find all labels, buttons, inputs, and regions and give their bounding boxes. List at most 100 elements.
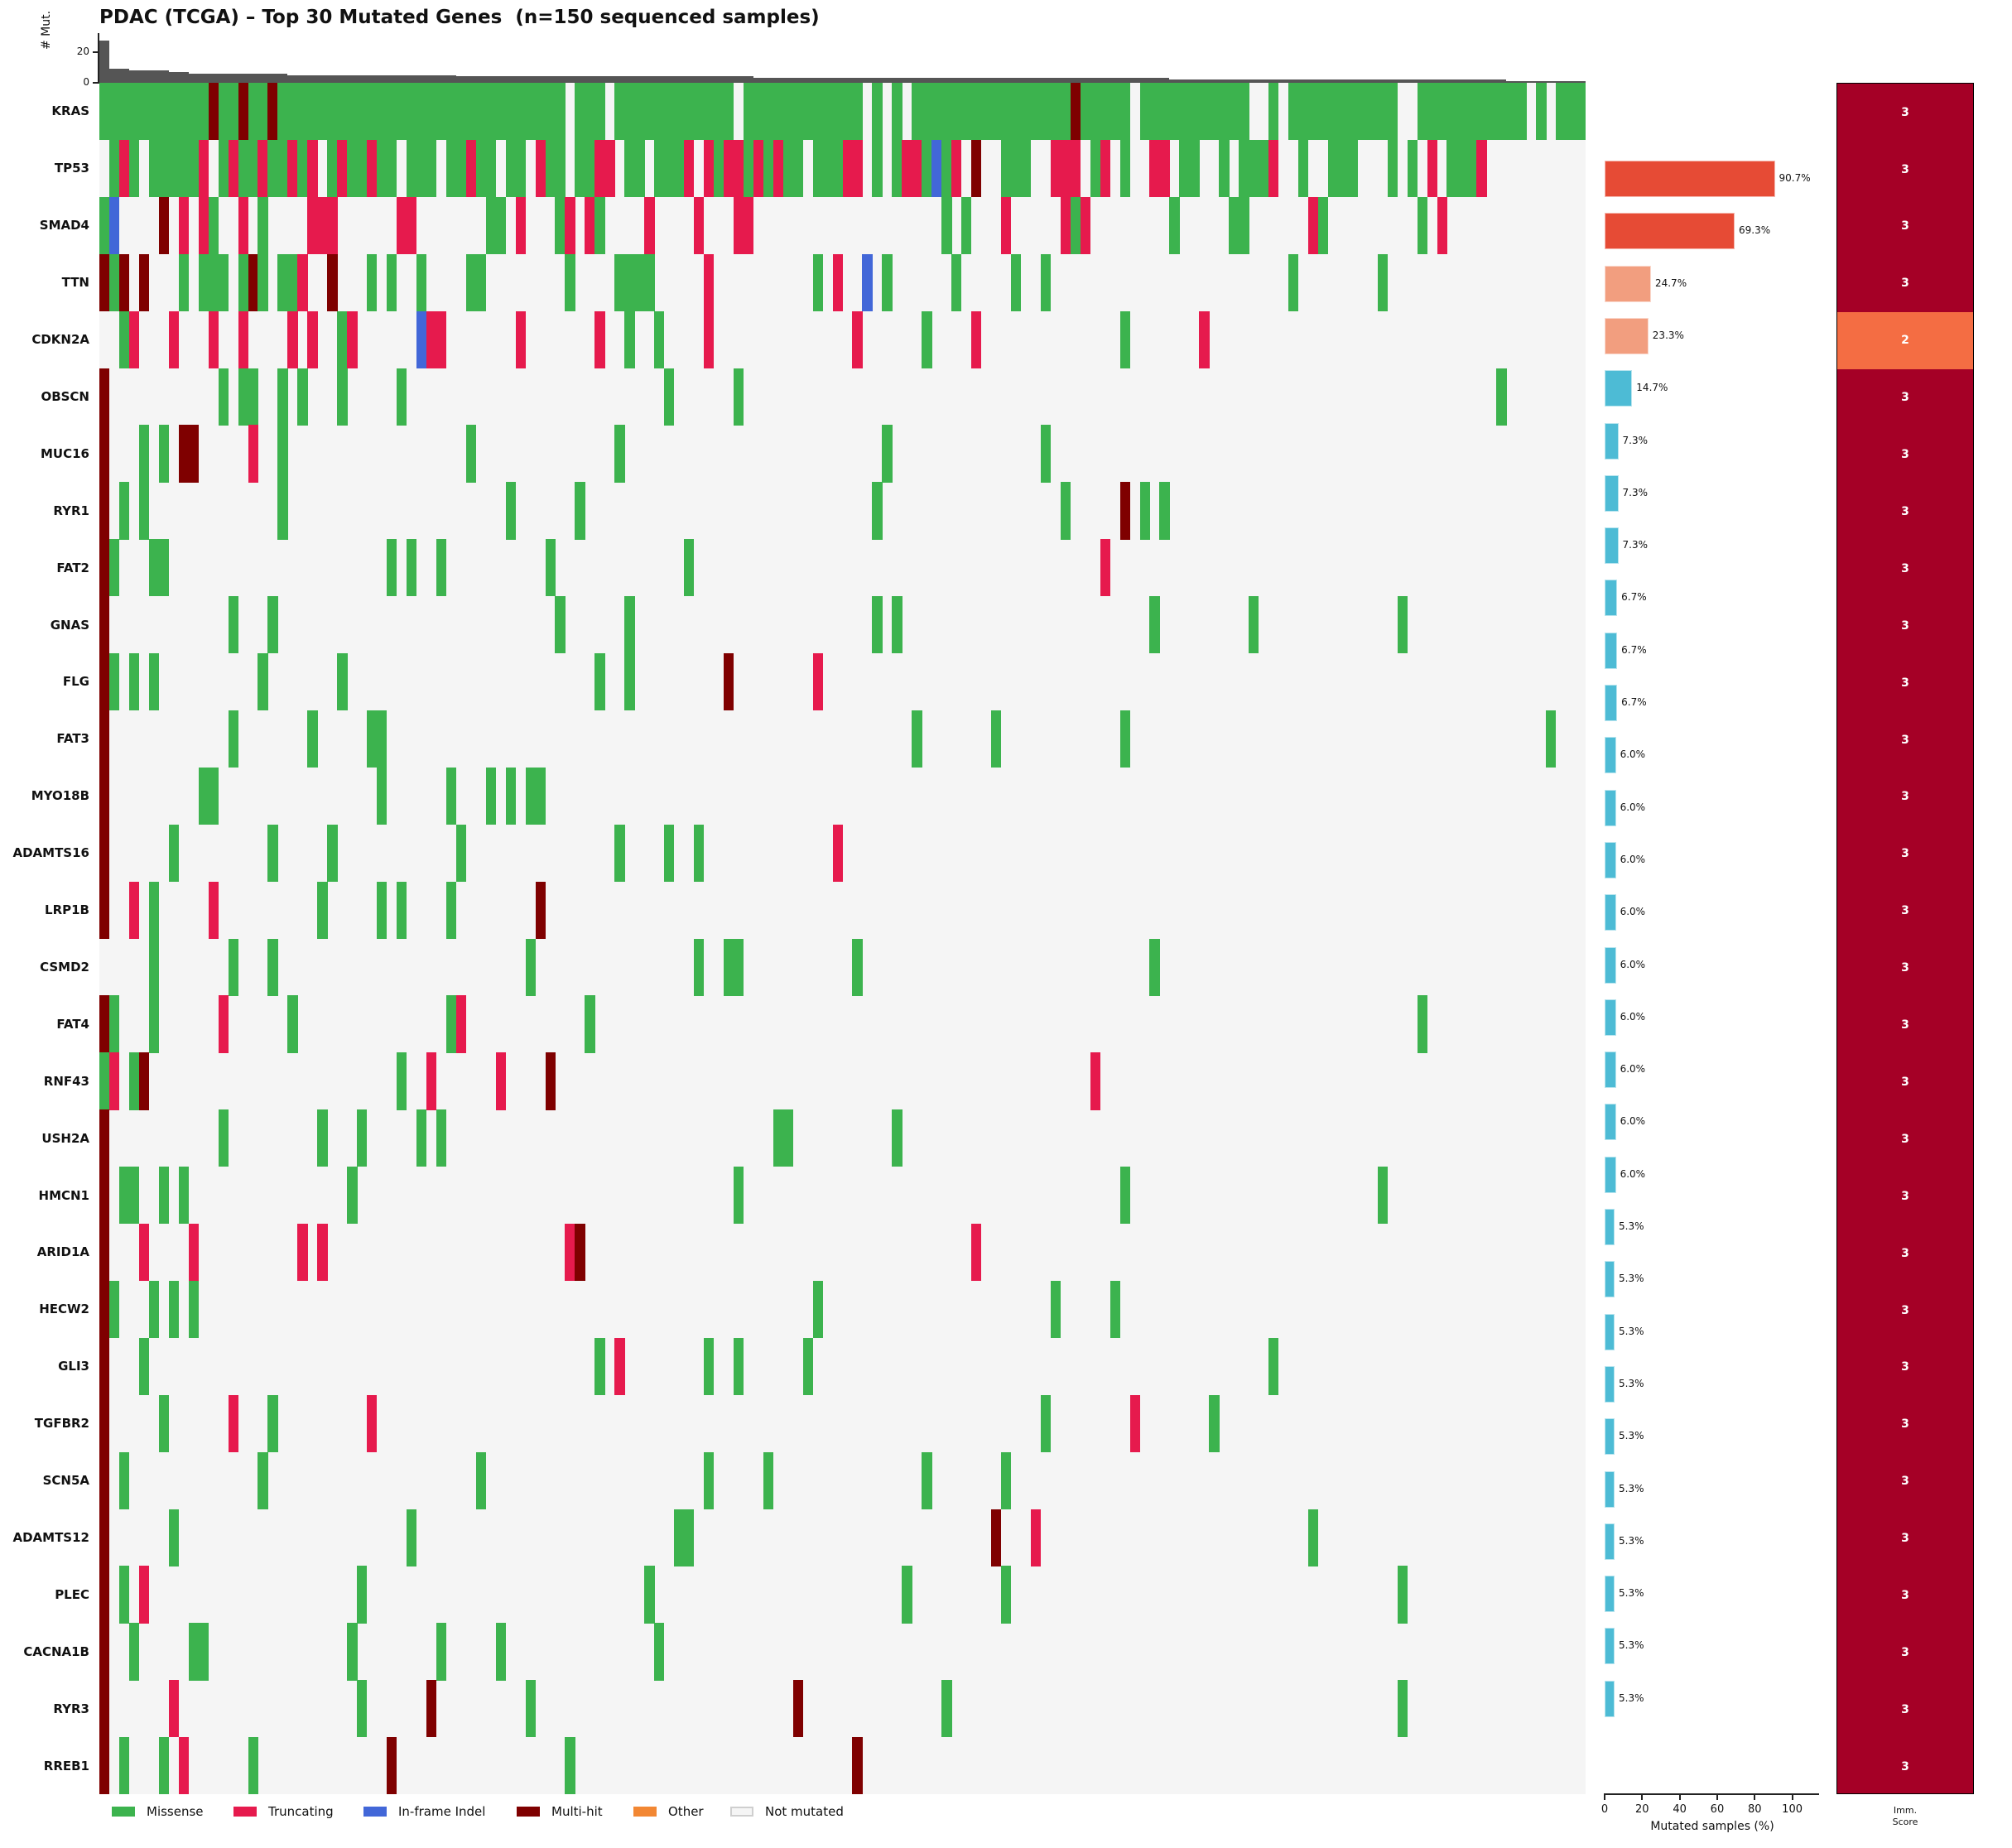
mutation-cell	[664, 139, 675, 198]
mutation-cell	[1576, 83, 1586, 141]
mutation-cell	[168, 83, 180, 141]
mutation-cell	[426, 1680, 437, 1738]
mutation-cell	[792, 83, 804, 141]
mutation-cell	[1159, 83, 1170, 141]
mutation-cell	[545, 139, 556, 198]
frequency-bar	[1605, 789, 1616, 826]
mutation-cell	[723, 83, 734, 141]
immune-score-cell: 3	[1837, 1225, 1973, 1283]
mutation-cell	[307, 83, 318, 141]
mutation-cell	[792, 139, 804, 198]
mutation-cell	[624, 596, 635, 654]
frequency-x-tick-label: 100	[1782, 1803, 1803, 1816]
mutation-cell	[535, 881, 546, 939]
mutation-cell	[188, 1623, 200, 1681]
mutation-cell	[367, 139, 378, 198]
mutation-cell	[723, 653, 734, 711]
mutation-cell	[158, 1394, 170, 1452]
mutation-cell	[287, 253, 298, 311]
immune-score-cell: 3	[1837, 1338, 1973, 1397]
mutation-cell	[575, 482, 585, 540]
frequency-bar-label: 6.7%	[1621, 696, 1647, 708]
mutation-cell	[208, 196, 219, 255]
gene-label: ARID1A	[36, 1244, 89, 1260]
mutation-cell	[188, 139, 200, 198]
frequency-x-tick	[1716, 1793, 1718, 1800]
mutation-cell	[297, 253, 308, 311]
mutation-cell	[118, 310, 130, 368]
frequency-x-tick-label: 20	[1635, 1803, 1649, 1816]
mutation-cell	[515, 196, 526, 255]
mutation-cell	[406, 196, 417, 255]
mutation-cell	[852, 1737, 863, 1795]
mutation-cell	[118, 1566, 130, 1624]
mutation-cell	[654, 139, 665, 198]
tmb-y-axis	[98, 33, 99, 84]
mutation-cell	[357, 83, 368, 141]
mutation-cell	[852, 938, 863, 996]
mutation-cell	[585, 139, 595, 198]
mutation-cell	[535, 139, 546, 198]
mutation-cell	[1169, 196, 1180, 255]
mutation-cell	[931, 83, 942, 141]
mutation-cell	[99, 653, 110, 711]
mutation-cell	[148, 139, 160, 198]
gene-label: GLI3	[58, 1359, 89, 1374]
mutation-cell	[634, 83, 645, 141]
mutation-cell	[108, 196, 120, 255]
mutation-cell	[922, 1451, 932, 1509]
legend-label: Truncating	[268, 1804, 334, 1819]
frequency-bar	[1605, 1209, 1615, 1245]
mutation-cell	[158, 1167, 170, 1225]
frequency-bar	[1605, 1104, 1616, 1141]
mutation-cell	[248, 253, 258, 311]
gene-label: PLEC	[55, 1586, 89, 1602]
mutation-cell	[108, 83, 120, 141]
mutation-cell	[515, 139, 526, 198]
mutation-cell	[1456, 139, 1467, 198]
mutation-cell	[297, 83, 308, 141]
mutation-cell	[674, 139, 685, 198]
mutation-cell	[1060, 196, 1071, 255]
mutation-cell	[148, 653, 160, 711]
tmb-bar	[128, 70, 169, 83]
mutation-cell	[1437, 83, 1447, 141]
mutation-cell	[188, 425, 200, 483]
frequency-bar	[1605, 685, 1618, 721]
tmb-bar	[455, 76, 753, 83]
frequency-x-axis-label: Mutated samples (%)	[1650, 1820, 1774, 1833]
mutation-cell	[822, 139, 833, 198]
mutation-cell	[168, 1280, 180, 1339]
frequency-bar	[1605, 474, 1619, 512]
mutation-cell	[188, 1224, 200, 1282]
mutation-cell	[1268, 1337, 1279, 1396]
immune-score-cell: 3	[1837, 540, 1973, 598]
mutation-cell	[465, 425, 477, 483]
mutation-cell	[922, 139, 932, 198]
mutation-cell	[1060, 83, 1071, 141]
mutation-cell	[307, 139, 318, 198]
mutation-cell	[882, 253, 893, 311]
mutation-cell	[961, 83, 972, 141]
legend-item-missense: Missense	[112, 1803, 204, 1820]
mutation-cell	[1139, 482, 1150, 540]
mutation-cell	[317, 881, 328, 939]
gene-label: TP53	[54, 161, 89, 176]
mutation-cell	[158, 139, 170, 198]
mutation-cell	[694, 196, 705, 255]
mutation-cell	[703, 83, 715, 141]
mutation-cell	[1446, 139, 1457, 198]
frequency-bar	[1605, 213, 1735, 250]
mutation-cell	[1466, 139, 1477, 198]
mutation-cell	[485, 196, 497, 255]
mutation-cell	[287, 83, 298, 141]
mutation-cell	[495, 1623, 507, 1681]
mutation-cell	[198, 196, 209, 255]
mutation-cell	[198, 253, 209, 311]
mutation-cell	[1407, 139, 1418, 198]
mutation-cell	[436, 1623, 447, 1681]
mutation-cell	[555, 196, 566, 255]
mutation-cell	[585, 83, 595, 141]
mutation-cell	[267, 824, 278, 882]
mutation-cell	[277, 482, 288, 540]
